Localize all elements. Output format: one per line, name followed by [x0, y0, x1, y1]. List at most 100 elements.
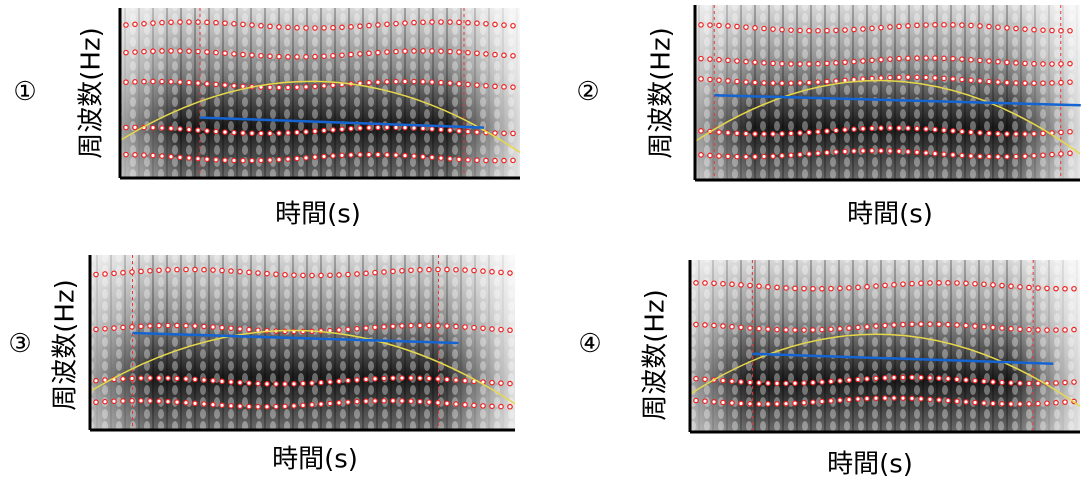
formant-point — [1004, 25, 1010, 31]
formant-point — [345, 377, 351, 384]
formant-point — [1040, 152, 1046, 158]
formant-point — [752, 153, 758, 160]
formant-point — [743, 24, 749, 30]
formant-point — [240, 21, 246, 28]
formant-point — [1044, 285, 1050, 292]
formant-point — [837, 397, 843, 403]
formant-point — [402, 152, 408, 159]
formant-point — [255, 380, 261, 387]
panel-marker: ② — [576, 77, 599, 107]
formant-point — [756, 380, 762, 386]
formant-point — [752, 131, 758, 137]
formant-point — [480, 268, 486, 274]
formant-point — [986, 78, 992, 85]
formant-point — [995, 153, 1001, 160]
formant-point — [501, 84, 507, 90]
formant-point — [264, 403, 270, 410]
formant-point — [1022, 26, 1028, 32]
formant-point — [222, 20, 228, 26]
formant-point — [390, 268, 396, 275]
formant-point — [1040, 27, 1046, 33]
formant-point — [882, 322, 888, 329]
formant-point — [489, 268, 495, 275]
formant-point — [743, 153, 749, 160]
formant-point — [963, 399, 969, 405]
formant-point — [833, 149, 839, 155]
formant-point — [918, 396, 924, 402]
formant-point — [936, 321, 942, 328]
formant-point — [932, 55, 938, 61]
formant-point — [779, 152, 785, 159]
formant-point — [855, 396, 861, 402]
formant-point — [941, 21, 947, 28]
formant-point — [381, 269, 387, 275]
formant-point — [806, 129, 812, 136]
y-axis-label: 周波数(Hz) — [51, 279, 81, 411]
formant-point — [426, 375, 432, 382]
formant-point — [770, 60, 776, 67]
formant-point — [510, 84, 516, 90]
formant-point — [887, 24, 893, 30]
formant-point — [456, 80, 462, 87]
formant-point — [909, 280, 915, 287]
formant-point — [483, 82, 489, 89]
formant-point — [120, 324, 126, 331]
formant-point — [725, 57, 731, 64]
formant-point — [851, 58, 857, 65]
formant-point — [309, 380, 315, 386]
formant-point — [483, 157, 489, 164]
formant-point — [111, 325, 117, 331]
formant-point — [213, 81, 219, 88]
formant-point — [855, 324, 861, 331]
formant-point — [390, 375, 396, 381]
formant-point — [945, 280, 951, 286]
formant-point — [498, 326, 504, 333]
formant-point — [447, 127, 453, 134]
formant-point — [258, 22, 264, 29]
formant-point — [480, 325, 486, 332]
formant-point — [846, 325, 852, 331]
formant-point — [264, 270, 270, 277]
formant-point — [1058, 79, 1064, 86]
formant-point — [927, 396, 933, 403]
formant-point — [1013, 131, 1019, 137]
formant-point — [363, 376, 369, 383]
formant-point — [426, 322, 432, 329]
formant-point — [309, 401, 315, 408]
formant-point — [462, 401, 468, 408]
formant-point — [219, 402, 225, 409]
formant-point — [393, 78, 399, 85]
formant-point — [1008, 283, 1014, 290]
formant-point — [147, 323, 153, 329]
formant-point — [366, 151, 372, 158]
formant-point — [905, 22, 911, 29]
formant-point — [896, 74, 902, 81]
formant-point — [1013, 153, 1019, 160]
formant-point — [995, 130, 1001, 137]
formant-point — [186, 48, 192, 54]
formant-point — [725, 78, 731, 84]
formant-point — [837, 378, 843, 384]
formant-point — [219, 378, 225, 385]
formant-point — [150, 48, 156, 55]
formant-point — [716, 77, 722, 83]
formant-point — [141, 152, 147, 158]
formant-point — [147, 375, 153, 381]
formant-point — [1026, 380, 1032, 387]
formant-point — [1049, 151, 1055, 158]
formant-point — [201, 323, 207, 330]
formant-point — [204, 49, 210, 55]
formant-point — [819, 398, 825, 405]
formant-point — [779, 130, 785, 137]
formant-point — [363, 270, 369, 277]
formant-point — [411, 48, 417, 54]
formant-point — [510, 52, 516, 59]
formant-point — [963, 280, 969, 287]
formant-point — [761, 131, 767, 137]
formant-point — [900, 374, 906, 381]
formant-point — [276, 84, 282, 91]
formant-point — [165, 267, 171, 273]
formant-point — [968, 129, 974, 136]
formant-point — [366, 124, 372, 131]
formant-point — [738, 282, 744, 288]
